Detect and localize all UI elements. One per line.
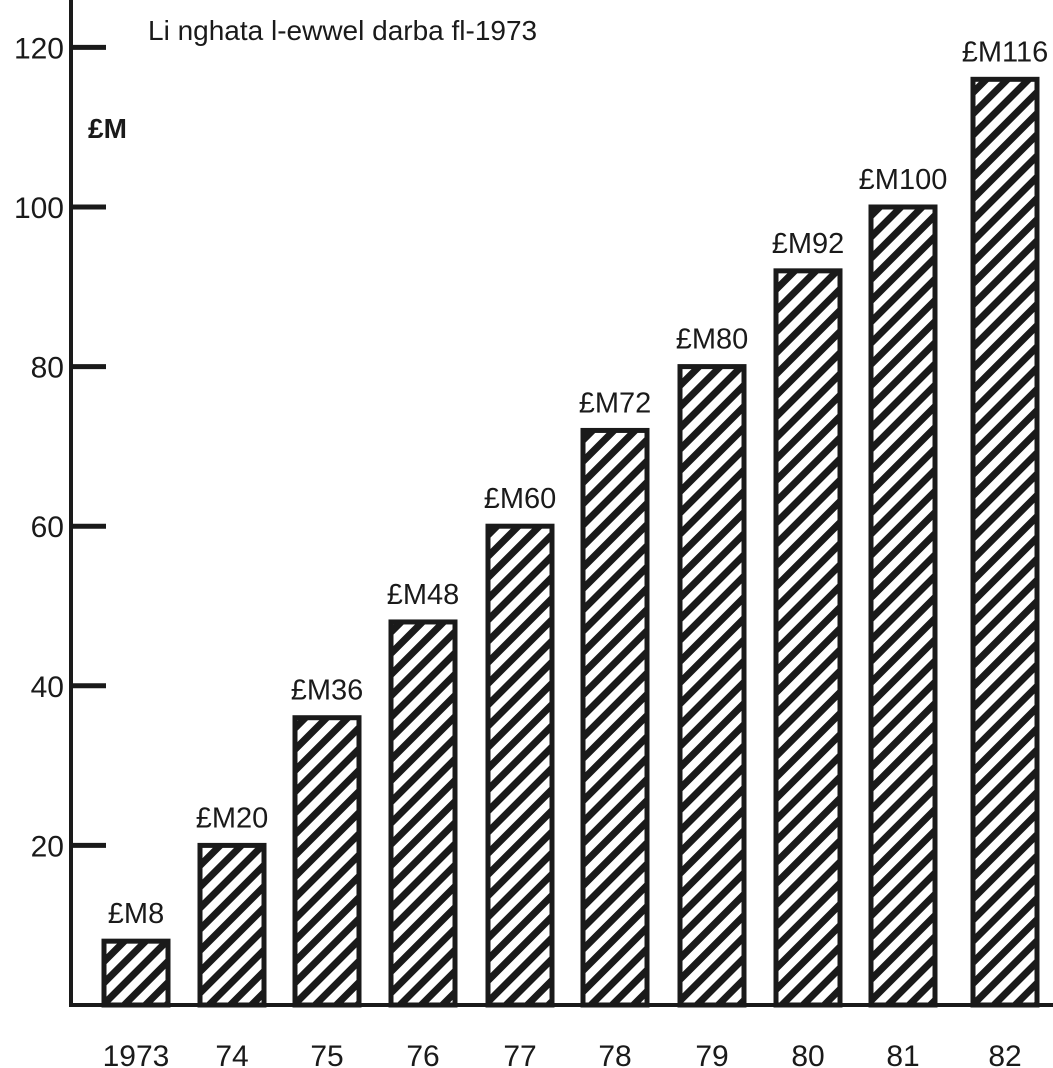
- bar-value-label: £M8: [108, 898, 164, 930]
- bar: [773, 268, 843, 1008]
- y-axis-ticks: 20 40 60 80 100 120: [14, 32, 106, 863]
- bar: [580, 427, 650, 1008]
- bar-value-label: £M60: [484, 483, 557, 515]
- bar: [485, 523, 555, 1008]
- bar-value-label: £M100: [859, 164, 948, 196]
- x-category-label: 81: [886, 1040, 919, 1068]
- x-category-label: 75: [310, 1040, 343, 1068]
- x-category-label: 1973: [103, 1040, 170, 1068]
- bar-value-label: £M48: [387, 579, 460, 611]
- chart-title: Li nghata l-ewwel darba fl-1973: [148, 15, 537, 46]
- bar: [868, 204, 938, 1008]
- bar: [388, 619, 458, 1008]
- bars-group: [101, 76, 1040, 1008]
- x-category-label: 80: [791, 1040, 824, 1068]
- y-tick-label: 120: [14, 32, 64, 65]
- y-tick-label: 100: [14, 192, 64, 225]
- bar: [292, 715, 362, 1008]
- bar: [970, 76, 1040, 1008]
- x-category-label: 82: [988, 1040, 1021, 1068]
- data-labels-group: £M8 £M20 £M36 £M48 £M60 £M72 £M80 £M92 £M100 £M11…: [108, 36, 1048, 930]
- bar: [101, 938, 171, 1008]
- bar-value-label: £M20: [196, 802, 269, 834]
- y-tick-label: 20: [31, 830, 64, 863]
- bar-value-label: £M92: [772, 228, 845, 260]
- y-tick-label: 40: [31, 671, 64, 704]
- x-category-label: 79: [695, 1040, 728, 1068]
- x-category-label: 76: [406, 1040, 439, 1068]
- x-axis-labels: 1973 74 75 76 77 78 79 80 81 82: [103, 1040, 1022, 1068]
- y-tick-label: 60: [31, 511, 64, 544]
- x-category-label: 74: [215, 1040, 248, 1068]
- bar-value-label: £M72: [579, 387, 652, 419]
- y-axis-unit-label: £M: [88, 113, 127, 144]
- bar: [677, 364, 747, 1008]
- bar-value-label: £M80: [676, 324, 749, 356]
- bar-value-label: £M36: [291, 675, 364, 707]
- x-category-label: 78: [598, 1040, 631, 1068]
- x-category-label: 77: [503, 1040, 536, 1068]
- bar: [197, 842, 267, 1008]
- y-tick-label: 80: [31, 352, 64, 385]
- bar-value-label: £M116: [962, 36, 1049, 68]
